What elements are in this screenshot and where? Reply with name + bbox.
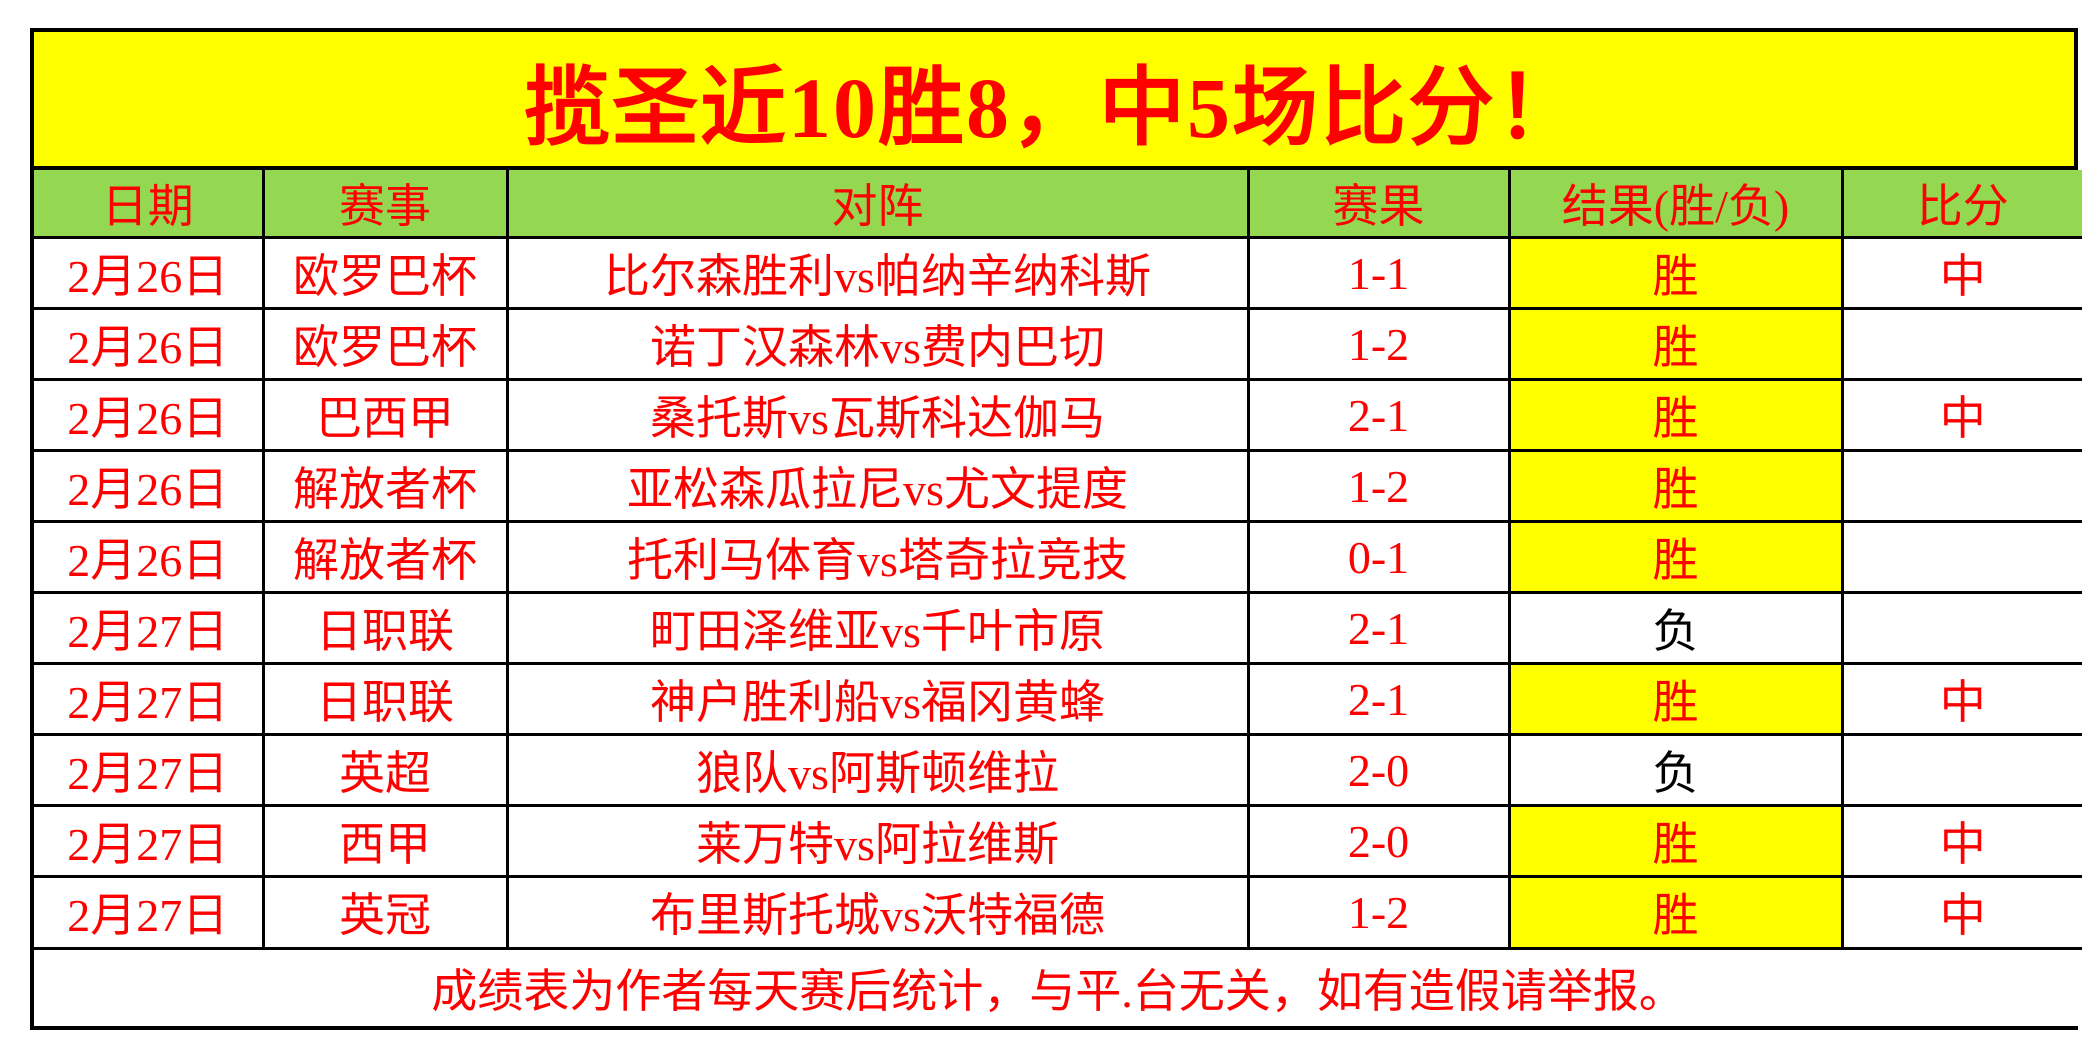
- cell-hit: [1840, 733, 2082, 808]
- cell-result: 胜: [1507, 804, 1844, 879]
- cell-league: 解放者杯: [261, 449, 509, 524]
- cell-league: 英超: [261, 733, 509, 808]
- footer-note: 成绩表为作者每天赛后统计，与平.台无关，如有造假请举报。: [34, 946, 2082, 1026]
- cell-date: 2月27日: [34, 591, 265, 666]
- cell-score: 1-2: [1246, 875, 1511, 950]
- cell-score: 1-2: [1246, 307, 1511, 382]
- cell-result: 负: [1507, 733, 1844, 808]
- cell-hit: [1840, 591, 2082, 666]
- cell-hit: 中: [1840, 235, 2082, 311]
- table-row: 2月26日 欧罗巴杯 诺丁汉森林vs费内巴切 1-2 胜: [34, 307, 2082, 382]
- header-cell-hit: 比分: [1840, 170, 2082, 239]
- cell-hit: [1840, 307, 2082, 382]
- title-banner: 揽圣近10胜8，中5场比分！: [34, 32, 2074, 170]
- cell-hit: 中: [1840, 804, 2082, 879]
- cell-hit: 中: [1840, 378, 2082, 453]
- cell-result: 胜: [1507, 875, 1844, 950]
- cell-match: 托利马体育vs塔奇拉竞技: [505, 520, 1250, 595]
- cell-match: 町田泽维亚vs千叶市原: [505, 591, 1250, 666]
- cell-score: 1-2: [1246, 449, 1511, 524]
- cell-score: 2-1: [1246, 591, 1511, 666]
- cell-league: 欧罗巴杯: [261, 235, 509, 311]
- cell-league: 日职联: [261, 591, 509, 666]
- cell-date: 2月26日: [34, 235, 265, 311]
- table-row: 2月27日 日职联 神户胜利船vs福冈黄蜂 2-1 胜 中: [34, 662, 2082, 737]
- cell-match: 莱万特vs阿拉维斯: [505, 804, 1250, 879]
- cell-league: 日职联: [261, 662, 509, 737]
- cell-league: 西甲: [261, 804, 509, 879]
- header-cell-match: 对阵: [505, 170, 1250, 239]
- header-cell-score: 赛果: [1246, 170, 1511, 239]
- cell-match: 诺丁汉森林vs费内巴切: [505, 307, 1250, 382]
- cell-result: 负: [1507, 591, 1844, 666]
- footer-row: 成绩表为作者每天赛后统计，与平.台无关，如有造假请举报。: [34, 946, 2082, 1026]
- cell-hit: 中: [1840, 662, 2082, 737]
- cell-match: 布里斯托城vs沃特福德: [505, 875, 1250, 950]
- table-row: 2月26日 巴西甲 桑托斯vs瓦斯科达伽马 2-1 胜 中: [34, 378, 2082, 453]
- cell-date: 2月26日: [34, 520, 265, 595]
- cell-score: 2-1: [1246, 662, 1511, 737]
- cell-league: 欧罗巴杯: [261, 307, 509, 382]
- cell-score: 1-1: [1246, 235, 1511, 311]
- cell-date: 2月27日: [34, 875, 265, 950]
- cell-result: 胜: [1507, 307, 1844, 382]
- cell-match: 比尔森胜利vs帕纳辛纳科斯: [505, 235, 1250, 311]
- cell-score: 2-0: [1246, 733, 1511, 808]
- cell-date: 2月26日: [34, 307, 265, 382]
- table-row: 2月27日 英超 狼队vs阿斯顿维拉 2-0 负: [34, 733, 2082, 808]
- cell-match: 神户胜利船vs福冈黄蜂: [505, 662, 1250, 737]
- header-cell-league: 赛事: [261, 170, 509, 239]
- table-row: 2月27日 西甲 莱万特vs阿拉维斯 2-0 胜 中: [34, 804, 2082, 879]
- table-row: 2月26日 解放者杯 托利马体育vs塔奇拉竞技 0-1 胜: [34, 520, 2082, 595]
- table-row: 2月27日 日职联 町田泽维亚vs千叶市原 2-1 负: [34, 591, 2082, 666]
- cell-result: 胜: [1507, 449, 1844, 524]
- table-row: 2月27日 英冠 布里斯托城vs沃特福德 1-2 胜 中: [34, 875, 2082, 950]
- cell-date: 2月27日: [34, 804, 265, 879]
- cell-result: 胜: [1507, 235, 1844, 311]
- cell-score: 0-1: [1246, 520, 1511, 595]
- cell-hit: [1840, 520, 2082, 595]
- header-row: 日期 赛事 对阵 赛果 结果(胜/负) 比分: [34, 170, 2082, 239]
- cell-league: 英冠: [261, 875, 509, 950]
- header-cell-result: 结果(胜/负): [1507, 170, 1844, 239]
- cell-match: 桑托斯vs瓦斯科达伽马: [505, 378, 1250, 453]
- cell-date: 2月27日: [34, 733, 265, 808]
- cell-hit: 中: [1840, 875, 2082, 950]
- cell-score: 2-0: [1246, 804, 1511, 879]
- cell-date: 2月26日: [34, 449, 265, 524]
- cell-match: 亚松森瓜拉尼vs尤文提度: [505, 449, 1250, 524]
- cell-league: 巴西甲: [261, 378, 509, 453]
- header-cell-date: 日期: [34, 170, 265, 239]
- table-row: 2月26日 解放者杯 亚松森瓜拉尼vs尤文提度 1-2 胜: [34, 449, 2082, 524]
- results-sheet: 揽圣近10胜8，中5场比分！ 日期 赛事 对阵 赛果 结果(胜/负) 比分 2月…: [30, 28, 2082, 1030]
- cell-score: 2-1: [1246, 378, 1511, 453]
- cell-result: 胜: [1507, 378, 1844, 453]
- cell-date: 2月26日: [34, 378, 265, 453]
- cell-result: 胜: [1507, 662, 1844, 737]
- cell-league: 解放者杯: [261, 520, 509, 595]
- results-table: 日期 赛事 对阵 赛果 结果(胜/负) 比分 2月26日 欧罗巴杯 比尔森胜利v…: [34, 170, 2082, 1026]
- cell-hit: [1840, 449, 2082, 524]
- cell-match: 狼队vs阿斯顿维拉: [505, 733, 1250, 808]
- cell-result: 胜: [1507, 520, 1844, 595]
- table-row: 2月26日 欧罗巴杯 比尔森胜利vs帕纳辛纳科斯 1-1 胜 中: [34, 235, 2082, 311]
- page-title: 揽圣近10胜8，中5场比分！: [524, 59, 1584, 156]
- results-tbody: 2月26日 欧罗巴杯 比尔森胜利vs帕纳辛纳科斯 1-1 胜 中 2月26日 欧…: [34, 235, 2082, 950]
- cell-date: 2月27日: [34, 662, 265, 737]
